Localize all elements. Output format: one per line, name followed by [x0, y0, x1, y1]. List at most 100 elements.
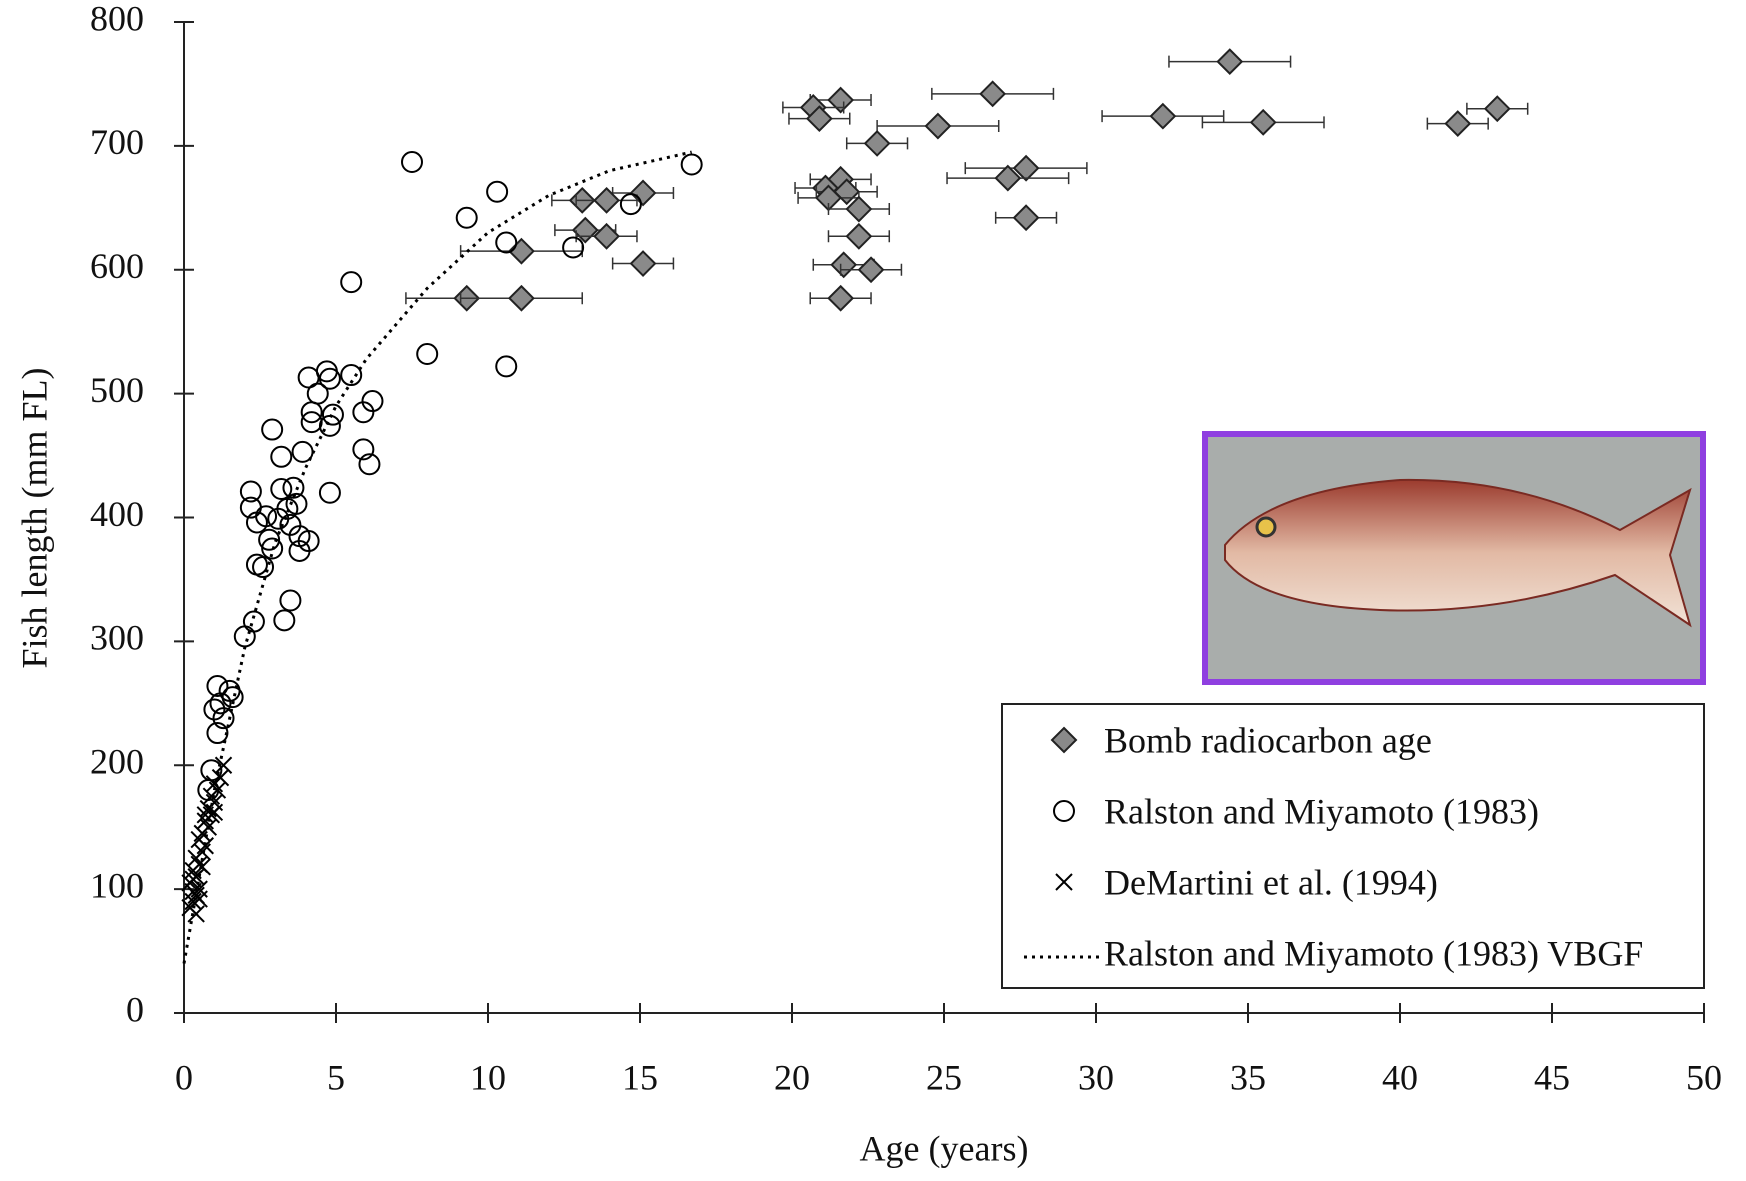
x-axis-title: Age (years): [860, 1128, 1029, 1168]
circle-point: [282, 476, 305, 499]
legend-swatch: [1055, 873, 1073, 891]
x-tick-label: 0: [175, 1057, 193, 1097]
y-tick-label: 600: [90, 246, 144, 286]
y-tick-label: 200: [90, 742, 144, 782]
diamond-point: [979, 80, 1007, 108]
circle-point: [239, 480, 262, 503]
x-point: [190, 890, 208, 908]
circle-point: [358, 453, 381, 476]
circle-point: [562, 236, 585, 259]
y-tick-label: 100: [90, 865, 144, 905]
diamond-point: [827, 284, 855, 312]
legend-swatch: [1050, 726, 1078, 754]
diamond-point: [830, 251, 858, 279]
diamond-point: [1216, 48, 1244, 76]
diamond-point: [1444, 110, 1472, 137]
x-tick-label: 15: [622, 1057, 658, 1097]
circle-point: [495, 355, 518, 378]
circle-point: [270, 445, 293, 468]
diamond-point: [593, 222, 620, 250]
x-point: [187, 905, 205, 923]
diamond-point: [863, 129, 891, 157]
legend-label: DeMartini et al. (1994): [1104, 862, 1438, 902]
circle-point: [680, 153, 703, 176]
circle-point: [352, 401, 375, 424]
diamond-point: [805, 105, 833, 133]
circle-point: [258, 528, 281, 551]
circle-point: [352, 438, 375, 461]
x-point: [205, 803, 224, 822]
diamond-point: [994, 164, 1022, 192]
x-point: [214, 756, 233, 774]
diamond-point: [924, 112, 952, 140]
x-tick-label: 30: [1078, 1057, 1114, 1097]
circle-point: [619, 193, 642, 216]
series: [181, 756, 233, 923]
circle-point: [340, 271, 363, 294]
diamond-point: [629, 250, 657, 277]
y-axis-title: Fish length (mm FL): [14, 367, 54, 668]
y-tick-label: 800: [90, 0, 144, 38]
diamond-point: [593, 186, 620, 214]
x-tick-label: 25: [926, 1057, 962, 1097]
diamond-point: [1249, 108, 1277, 136]
circle-point: [455, 206, 478, 229]
legend-label: Ralston and Miyamoto (1983): [1104, 791, 1539, 831]
circle-point: [401, 150, 423, 173]
circle-point: [206, 674, 229, 697]
circle-point: [318, 481, 341, 504]
series: [405, 48, 1529, 312]
circle-point: [221, 686, 244, 709]
circle-point: [233, 625, 256, 648]
circle-point: [270, 478, 293, 501]
diamond-point: [827, 86, 855, 114]
legend-label: Ralston and Miyamoto (1983) VBGF: [1104, 933, 1643, 973]
x-tick-label: 50: [1686, 1057, 1722, 1097]
circle-point: [212, 707, 235, 730]
circle-point: [318, 414, 341, 437]
vbgf-line: [182, 150, 693, 964]
y-tick-label: 300: [90, 618, 144, 658]
circle-point: [261, 418, 284, 441]
legend-swatch: [1053, 800, 1075, 822]
circle-point: [318, 367, 341, 390]
diamond-point: [1149, 102, 1177, 130]
circle-point: [273, 609, 296, 632]
series: [197, 150, 703, 802]
x-tick-label: 45: [1534, 1057, 1570, 1097]
diamond-point: [857, 256, 885, 284]
fish-photo: [1202, 431, 1706, 685]
circle-point: [242, 610, 265, 633]
x-tick-label: 20: [774, 1057, 810, 1097]
x-tick-label: 35: [1230, 1057, 1266, 1097]
diamond-point: [1012, 204, 1040, 232]
diamond-point: [1012, 154, 1040, 182]
circle-point: [416, 342, 439, 365]
circle-point: [252, 556, 275, 579]
legend-label: Bomb radiocarbon age: [1104, 720, 1432, 760]
circle-point: [340, 364, 363, 387]
diamond-point: [508, 237, 535, 265]
circle-point: [261, 537, 284, 560]
circle-point: [495, 231, 518, 254]
circle-point: [209, 692, 232, 715]
diamond-point: [508, 284, 535, 312]
x-tick-label: 5: [327, 1057, 345, 1097]
y-tick-label: 500: [90, 370, 144, 410]
y-tick-label: 0: [126, 989, 144, 1029]
circle-point: [267, 507, 290, 530]
circle-point: [300, 401, 323, 424]
circle-point: [486, 180, 509, 203]
diamond-point: [833, 178, 861, 206]
series: [182, 150, 693, 964]
x-point: [196, 837, 214, 855]
circle-point: [306, 382, 329, 405]
diamond-point: [845, 195, 873, 223]
diamond-point: [845, 222, 873, 250]
circle-point: [288, 539, 311, 562]
legend-box: [1001, 703, 1705, 989]
x-tick-label: 10: [470, 1057, 506, 1097]
diamond-point: [1483, 95, 1511, 123]
x-tick-label: 40: [1382, 1057, 1418, 1097]
